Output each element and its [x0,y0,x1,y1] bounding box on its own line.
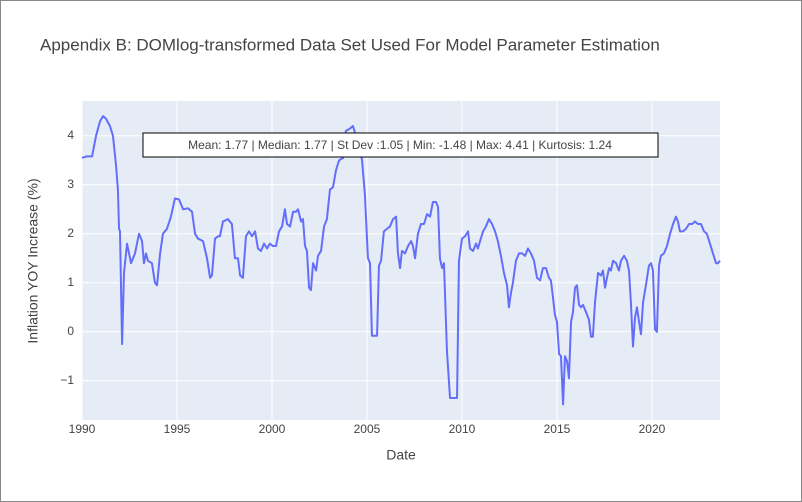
chart-title: Appendix B: DOMlog-transformed Data Set … [40,35,660,54]
y-tick-label: −1 [60,373,74,387]
y-tick-label: 3 [67,177,74,191]
x-tick-label: 2000 [259,422,286,436]
line [81,115,721,406]
marks [81,115,721,406]
x-tick-label: 2005 [354,422,381,436]
annotation: Mean: 1.77 | Median: 1.77 | St Dev :1.05… [188,138,612,152]
x-tick-label: 2010 [449,422,476,436]
labels: −1 0 1 2 3 4 1990 1995 2000 2005 2010 2015 2020 [60,128,665,436]
y-axis-title: Inflation YOY Increase (%) [25,178,41,343]
x-tick-label: 1995 [164,422,191,436]
y-tick-label: 0 [67,324,74,338]
x-tick-label: 2020 [639,422,666,436]
x-tick-label: 1990 [69,422,96,436]
annotation-box [142,132,659,158]
y-tick-label: 2 [67,226,74,240]
x-tick-label: 2015 [544,422,571,436]
y-tick-label: 4 [67,128,74,142]
x-axis-title: Date [386,447,416,463]
y-tick-label: 1 [67,275,74,289]
